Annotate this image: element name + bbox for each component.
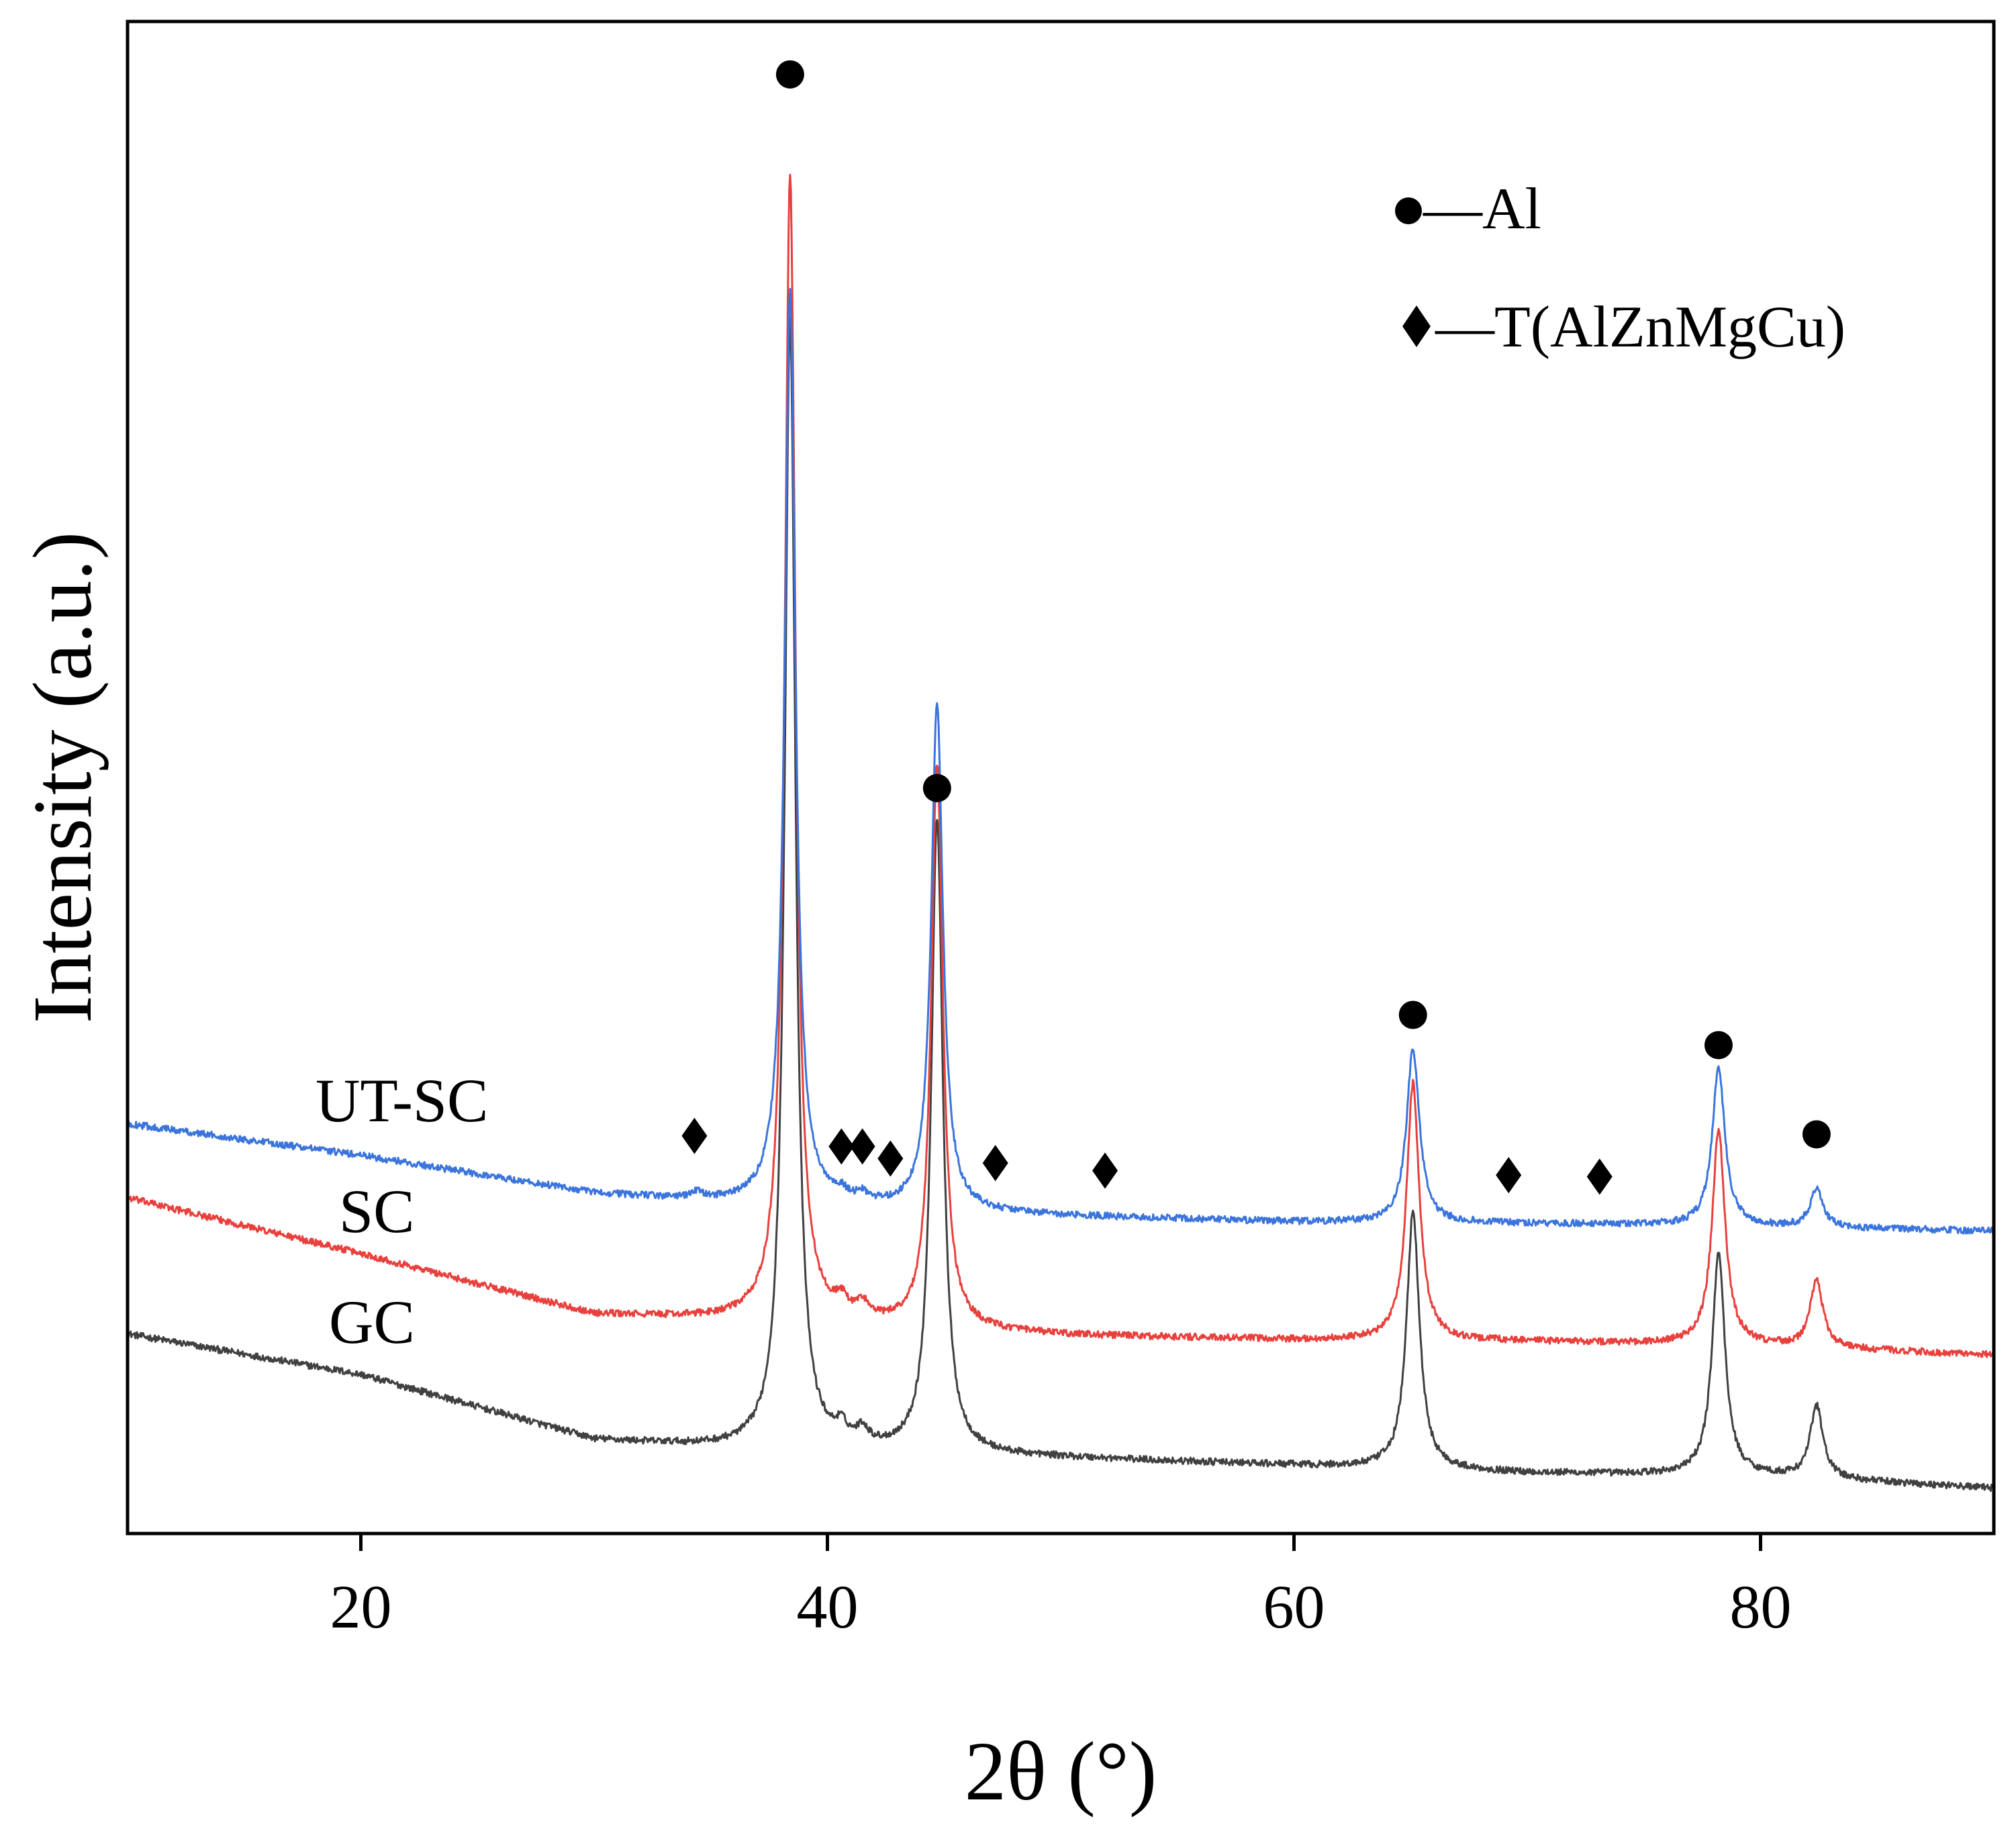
y-axis-label: Intensity (a.u.) <box>17 532 109 1023</box>
x-axis-label: 2θ (°) <box>965 1726 1157 1818</box>
x-tick-label: 60 <box>1263 1572 1325 1641</box>
t-phase-peak-marker <box>681 1117 708 1154</box>
legend-al-marker <box>1395 197 1422 224</box>
x-tick-label: 40 <box>797 1572 859 1641</box>
legend-t-label: —T(AlZnMgCu) <box>1435 295 1845 360</box>
peak-markers-layer <box>681 60 1831 1195</box>
t-phase-peak-marker <box>877 1140 904 1177</box>
x-tick-label: 20 <box>330 1572 392 1641</box>
t-phase-peak-marker <box>1496 1157 1522 1194</box>
t-phase-peak-marker <box>828 1128 855 1165</box>
al-peak-marker <box>775 60 804 89</box>
curve-label-gc: GC <box>329 1288 415 1356</box>
series-gc-line <box>128 316 1994 1493</box>
curve-label-ut-sc: UT-SC <box>316 1066 488 1135</box>
legend: —Al —T(AlZnMgCu) <box>1395 177 1845 360</box>
t-phase-peak-marker <box>1586 1158 1613 1195</box>
al-peak-marker <box>1802 1120 1831 1149</box>
al-peak-marker <box>922 773 951 802</box>
al-peak-marker <box>1398 1000 1427 1029</box>
t-phase-peak-marker <box>982 1145 1008 1182</box>
legend-t-marker <box>1402 305 1431 347</box>
curves-layer <box>128 173 1994 1493</box>
x-axis-ticks: 20 40 60 80 <box>330 1534 1792 1641</box>
t-phase-peak-marker <box>1092 1152 1118 1189</box>
curve-label-sc: SC <box>339 1177 415 1245</box>
plot-frame <box>126 19 1996 1536</box>
legend-al-label: —Al <box>1423 177 1541 242</box>
series-ut-sc-line <box>128 287 1994 1235</box>
t-phase-peak-marker <box>849 1128 875 1165</box>
series-sc-line <box>128 173 1994 1358</box>
al-peak-marker <box>1704 1031 1733 1059</box>
x-tick-label: 80 <box>1730 1572 1792 1641</box>
